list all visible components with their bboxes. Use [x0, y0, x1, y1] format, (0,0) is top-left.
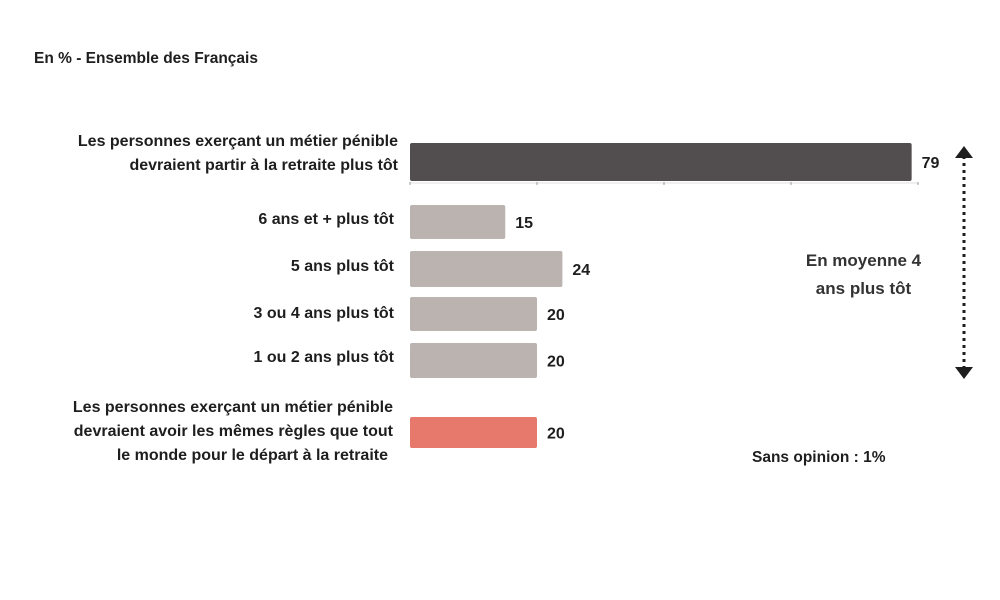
bar [410, 297, 537, 331]
value-label: 79 [922, 155, 940, 172]
annotation-line-1: En moyenne 4 [805, 251, 922, 270]
category-label-3-4: 3 ou 4 ans plus tôt [20, 302, 394, 326]
bar [410, 205, 506, 239]
average-annotation: En moyenne 4 ans plus tôt [776, 247, 951, 303]
category-label-line: devraient avoir les mêmes règles que tou… [73, 423, 393, 440]
category-label-line: 3 ou 4 ans plus tôt [253, 305, 394, 322]
category-label-line: devraient partir à la retraite plus tôt [129, 157, 398, 174]
value-label: 15 [515, 215, 533, 232]
category-label-6-plus: 6 ans et + plus tôt [20, 208, 394, 232]
axis-layer [409, 182, 919, 185]
bar [410, 417, 537, 448]
category-label-main-earlier: Les personnes exerçant un métier pénible… [20, 130, 398, 178]
bar [410, 251, 563, 287]
arrow-up-icon [955, 146, 973, 158]
value-label: 24 [572, 262, 590, 279]
category-label-1-2: 1 ou 2 ans plus tôt [20, 346, 394, 370]
no-opinion-note: Sans opinion : 1% [752, 449, 886, 466]
category-label-line: 1 ou 2 ans plus tôt [253, 349, 394, 366]
category-label-line: le monde pour le départ à la retraite [116, 447, 388, 464]
value-label: 20 [547, 426, 565, 443]
annotation-line-2: ans plus tôt [815, 279, 912, 298]
category-label-line: Les personnes exerçant un métier pénible [72, 399, 393, 416]
bar [410, 143, 912, 181]
bar [410, 343, 537, 378]
category-label-line: 6 ans et + plus tôt [258, 211, 394, 228]
range-arrow [955, 146, 973, 379]
category-label-line: 5 ans plus tôt [290, 258, 394, 275]
chart-subtitle: En % - Ensemble des Français [34, 50, 258, 67]
arrow-down-icon [955, 367, 973, 379]
value-label: 20 [547, 307, 565, 324]
value-labels-layer: 79 15 24 20 20 20 [515, 155, 939, 443]
value-label: 20 [547, 354, 565, 371]
bars-layer [410, 143, 912, 448]
category-label-line: Les personnes exerçant un métier pénible [77, 133, 398, 150]
category-label-5: 5 ans plus tôt [20, 255, 394, 279]
category-label-same-rules: Les personnes exerçant un métier pénible… [10, 396, 393, 468]
